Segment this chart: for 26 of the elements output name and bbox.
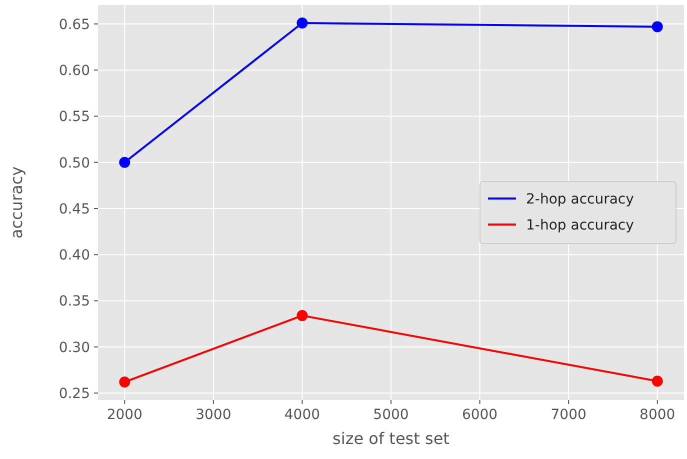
- x-tick-label: 8000: [640, 407, 676, 423]
- y-tick-label: 0.60: [58, 62, 90, 79]
- point: [296, 310, 308, 322]
- y-tick-label: 0.30: [58, 340, 90, 356]
- x-axis-title: size of test set: [332, 429, 450, 448]
- point: [119, 156, 130, 168]
- x-tick-label: 6000: [462, 407, 498, 423]
- legend-label: 1-hop accuracy: [526, 217, 634, 234]
- legend-label: 2-hop accuracy: [526, 191, 634, 208]
- y-tick-label: 0.40: [58, 248, 90, 264]
- x-tick-label: 3000: [196, 407, 232, 423]
- x-tick-label: 7000: [550, 407, 586, 423]
- y-axis-title: accuracy: [7, 166, 26, 239]
- x-tick-label: 4000: [284, 407, 320, 423]
- y-tick-label: 0.25: [58, 386, 90, 402]
- y-tick-label: 0.55: [58, 109, 90, 126]
- x-tick-label: 2000: [106, 407, 142, 423]
- y-tick-label: 0.65: [58, 16, 90, 33]
- point: [119, 376, 130, 388]
- y-tick-label: 0.45: [58, 201, 90, 218]
- point: [652, 21, 663, 32]
- point: [296, 17, 308, 28]
- y-tick-label: 0.35: [58, 294, 90, 310]
- y-tick-label: 0.50: [58, 155, 90, 172]
- point: [652, 376, 663, 387]
- x-tick-label: 5000: [373, 407, 409, 423]
